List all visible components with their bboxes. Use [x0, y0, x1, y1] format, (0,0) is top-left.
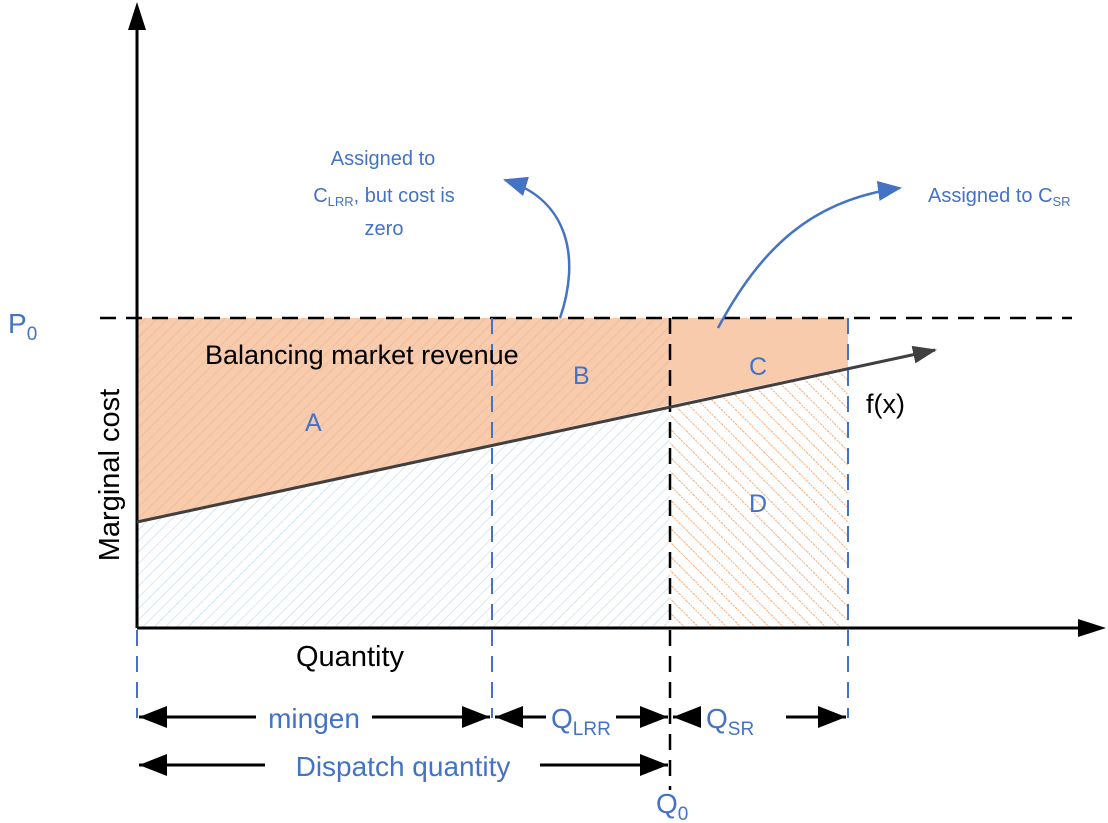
lrr-annotation-line2: CLRR, but cost is [313, 185, 455, 209]
cost-function-line [136, 345, 937, 524]
y-axis-arrowhead [128, 2, 146, 30]
dispatch-arrowhead-right [640, 754, 668, 776]
region-c [670, 318, 848, 405]
dispatch-arrowhead-left [139, 754, 167, 776]
region-d-label: D [749, 490, 767, 518]
qsr-label: QSR [706, 703, 754, 740]
balancing-revenue-label: Balancing market revenue [205, 340, 519, 370]
region-below-cost [137, 405, 670, 628]
qlrr-label: QLRR [551, 703, 611, 740]
qsr-arrowhead-right [818, 706, 846, 728]
f-of-x-label: f(x) [866, 389, 905, 419]
region-b-revenue [492, 318, 670, 444]
x-axis-label: Quantity [296, 641, 404, 673]
region-c-label: C [749, 353, 767, 381]
region-a-label: A [305, 409, 322, 437]
mingen-arrowhead-right [462, 706, 490, 728]
region-d [670, 367, 848, 628]
lrr-annotation-line3: zero [365, 218, 404, 240]
mingen-arrowhead-left [139, 706, 167, 728]
q0-label: Q0 [656, 788, 688, 823]
p0-label: P0 [8, 308, 37, 345]
lrr-annotation-line1: Assigned to [331, 148, 436, 170]
qlrr-arrowhead-left [495, 706, 523, 728]
sr-annotation-text: Assigned to CSR [928, 185, 1071, 209]
qsr-arrowhead-left [673, 706, 701, 728]
y-axis-label: Marginal cost [94, 389, 126, 561]
qlrr-arrowhead-right [640, 706, 668, 728]
x-axis-arrowhead [1078, 619, 1106, 637]
region-a-revenue [137, 318, 492, 522]
lrr-annotation-arrow [503, 176, 571, 319]
region-b-label: B [573, 362, 590, 390]
dispatch-quantity-label: Dispatch quantity [296, 751, 511, 782]
sr-annotation-arrow [716, 181, 902, 329]
mingen-label: mingen [268, 703, 360, 734]
